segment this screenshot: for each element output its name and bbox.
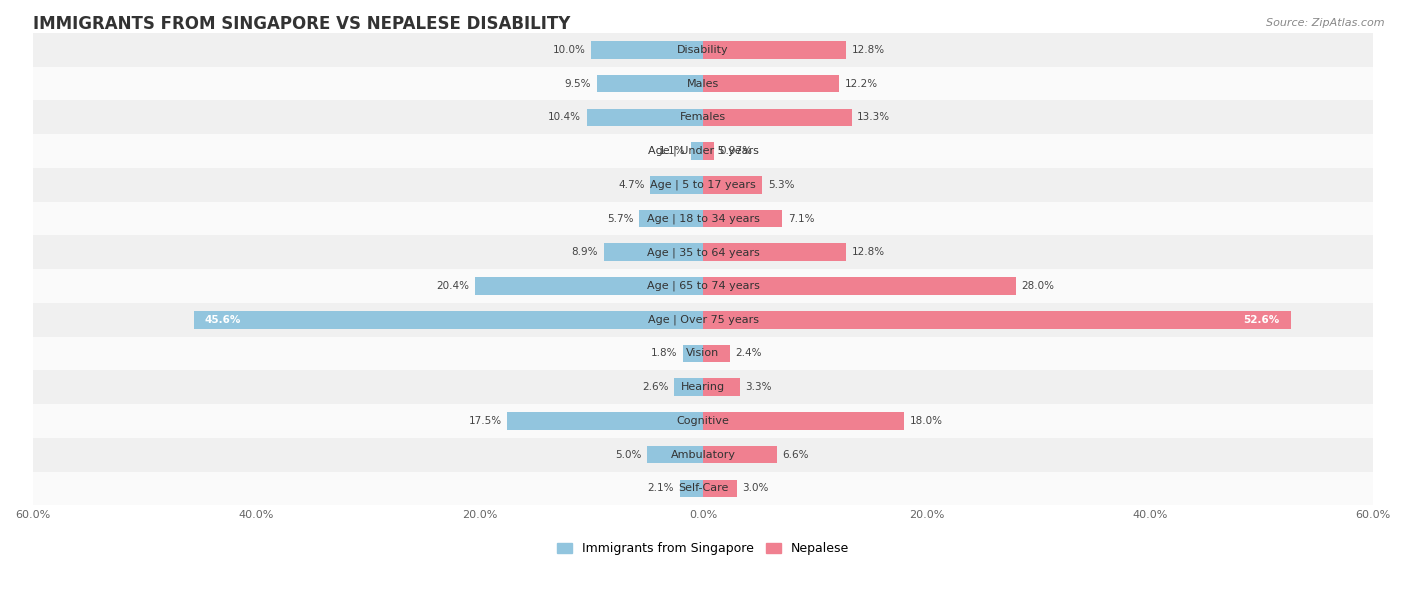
Bar bbox=[32, 269, 1374, 303]
Text: 45.6%: 45.6% bbox=[205, 315, 240, 325]
Bar bbox=[598, 75, 703, 92]
Text: 12.8%: 12.8% bbox=[852, 45, 884, 55]
Text: 3.0%: 3.0% bbox=[742, 483, 769, 493]
Bar bbox=[32, 67, 1374, 100]
Text: IMMIGRANTS FROM SINGAPORE VS NEPALESE DISABILITY: IMMIGRANTS FROM SINGAPORE VS NEPALESE DI… bbox=[32, 15, 569, 33]
Text: 3.3%: 3.3% bbox=[745, 382, 772, 392]
Text: 9.5%: 9.5% bbox=[565, 78, 592, 89]
Bar bbox=[647, 446, 703, 463]
Text: 52.6%: 52.6% bbox=[1243, 315, 1279, 325]
Text: 5.7%: 5.7% bbox=[607, 214, 634, 223]
Bar bbox=[32, 168, 1374, 202]
Text: 7.1%: 7.1% bbox=[787, 214, 814, 223]
Bar bbox=[703, 108, 852, 126]
Bar bbox=[32, 303, 1374, 337]
Text: 10.0%: 10.0% bbox=[553, 45, 586, 55]
Bar bbox=[32, 134, 1374, 168]
Bar bbox=[703, 412, 904, 430]
Bar bbox=[703, 244, 846, 261]
Bar bbox=[703, 311, 1291, 329]
Text: 4.7%: 4.7% bbox=[619, 180, 645, 190]
Bar bbox=[679, 480, 703, 497]
Text: Age | 65 to 74 years: Age | 65 to 74 years bbox=[647, 281, 759, 291]
Bar bbox=[592, 41, 703, 59]
Bar bbox=[703, 446, 776, 463]
Text: 0.97%: 0.97% bbox=[720, 146, 752, 156]
Text: 1.8%: 1.8% bbox=[651, 348, 678, 359]
Text: 1.1%: 1.1% bbox=[658, 146, 685, 156]
Bar bbox=[673, 378, 703, 396]
Text: 5.0%: 5.0% bbox=[616, 450, 641, 460]
Text: 8.9%: 8.9% bbox=[571, 247, 598, 257]
Bar bbox=[508, 412, 703, 430]
Bar bbox=[703, 143, 714, 160]
Text: Ambulatory: Ambulatory bbox=[671, 450, 735, 460]
Text: Age | 18 to 34 years: Age | 18 to 34 years bbox=[647, 214, 759, 224]
Text: 2.4%: 2.4% bbox=[735, 348, 762, 359]
Bar bbox=[32, 370, 1374, 404]
Bar bbox=[32, 471, 1374, 506]
Bar bbox=[703, 378, 740, 396]
Bar bbox=[703, 41, 846, 59]
Bar bbox=[32, 404, 1374, 438]
Text: Age | 35 to 64 years: Age | 35 to 64 years bbox=[647, 247, 759, 258]
Text: Hearing: Hearing bbox=[681, 382, 725, 392]
Bar bbox=[32, 33, 1374, 67]
Text: 28.0%: 28.0% bbox=[1021, 281, 1054, 291]
Legend: Immigrants from Singapore, Nepalese: Immigrants from Singapore, Nepalese bbox=[551, 537, 855, 561]
Bar bbox=[690, 143, 703, 160]
Text: Self-Care: Self-Care bbox=[678, 483, 728, 493]
Text: Age | Under 5 years: Age | Under 5 years bbox=[648, 146, 758, 156]
Bar bbox=[475, 277, 703, 295]
Text: Age | Over 75 years: Age | Over 75 years bbox=[648, 315, 758, 325]
Text: 2.1%: 2.1% bbox=[647, 483, 673, 493]
Text: Females: Females bbox=[681, 113, 725, 122]
Text: 20.4%: 20.4% bbox=[436, 281, 470, 291]
Bar bbox=[586, 108, 703, 126]
Bar bbox=[683, 345, 703, 362]
Bar bbox=[703, 176, 762, 193]
Bar bbox=[32, 100, 1374, 134]
Text: Disability: Disability bbox=[678, 45, 728, 55]
Text: Source: ZipAtlas.com: Source: ZipAtlas.com bbox=[1267, 18, 1385, 28]
Text: 13.3%: 13.3% bbox=[858, 113, 890, 122]
Bar bbox=[703, 277, 1017, 295]
Text: Age | 5 to 17 years: Age | 5 to 17 years bbox=[650, 179, 756, 190]
Text: 6.6%: 6.6% bbox=[782, 450, 808, 460]
Text: Vision: Vision bbox=[686, 348, 720, 359]
Bar bbox=[703, 345, 730, 362]
Text: Cognitive: Cognitive bbox=[676, 416, 730, 426]
Text: 18.0%: 18.0% bbox=[910, 416, 942, 426]
Bar bbox=[603, 244, 703, 261]
Bar bbox=[703, 75, 839, 92]
Text: 5.3%: 5.3% bbox=[768, 180, 794, 190]
Bar bbox=[194, 311, 703, 329]
Bar bbox=[703, 480, 737, 497]
Text: Males: Males bbox=[688, 78, 718, 89]
Bar bbox=[640, 210, 703, 227]
Bar bbox=[32, 236, 1374, 269]
Bar bbox=[651, 176, 703, 193]
Text: 2.6%: 2.6% bbox=[643, 382, 668, 392]
Bar bbox=[703, 210, 782, 227]
Bar bbox=[32, 337, 1374, 370]
Text: 12.8%: 12.8% bbox=[852, 247, 884, 257]
Text: 17.5%: 17.5% bbox=[468, 416, 502, 426]
Text: 12.2%: 12.2% bbox=[845, 78, 877, 89]
Bar bbox=[32, 202, 1374, 236]
Bar bbox=[32, 438, 1374, 471]
Text: 10.4%: 10.4% bbox=[548, 113, 581, 122]
